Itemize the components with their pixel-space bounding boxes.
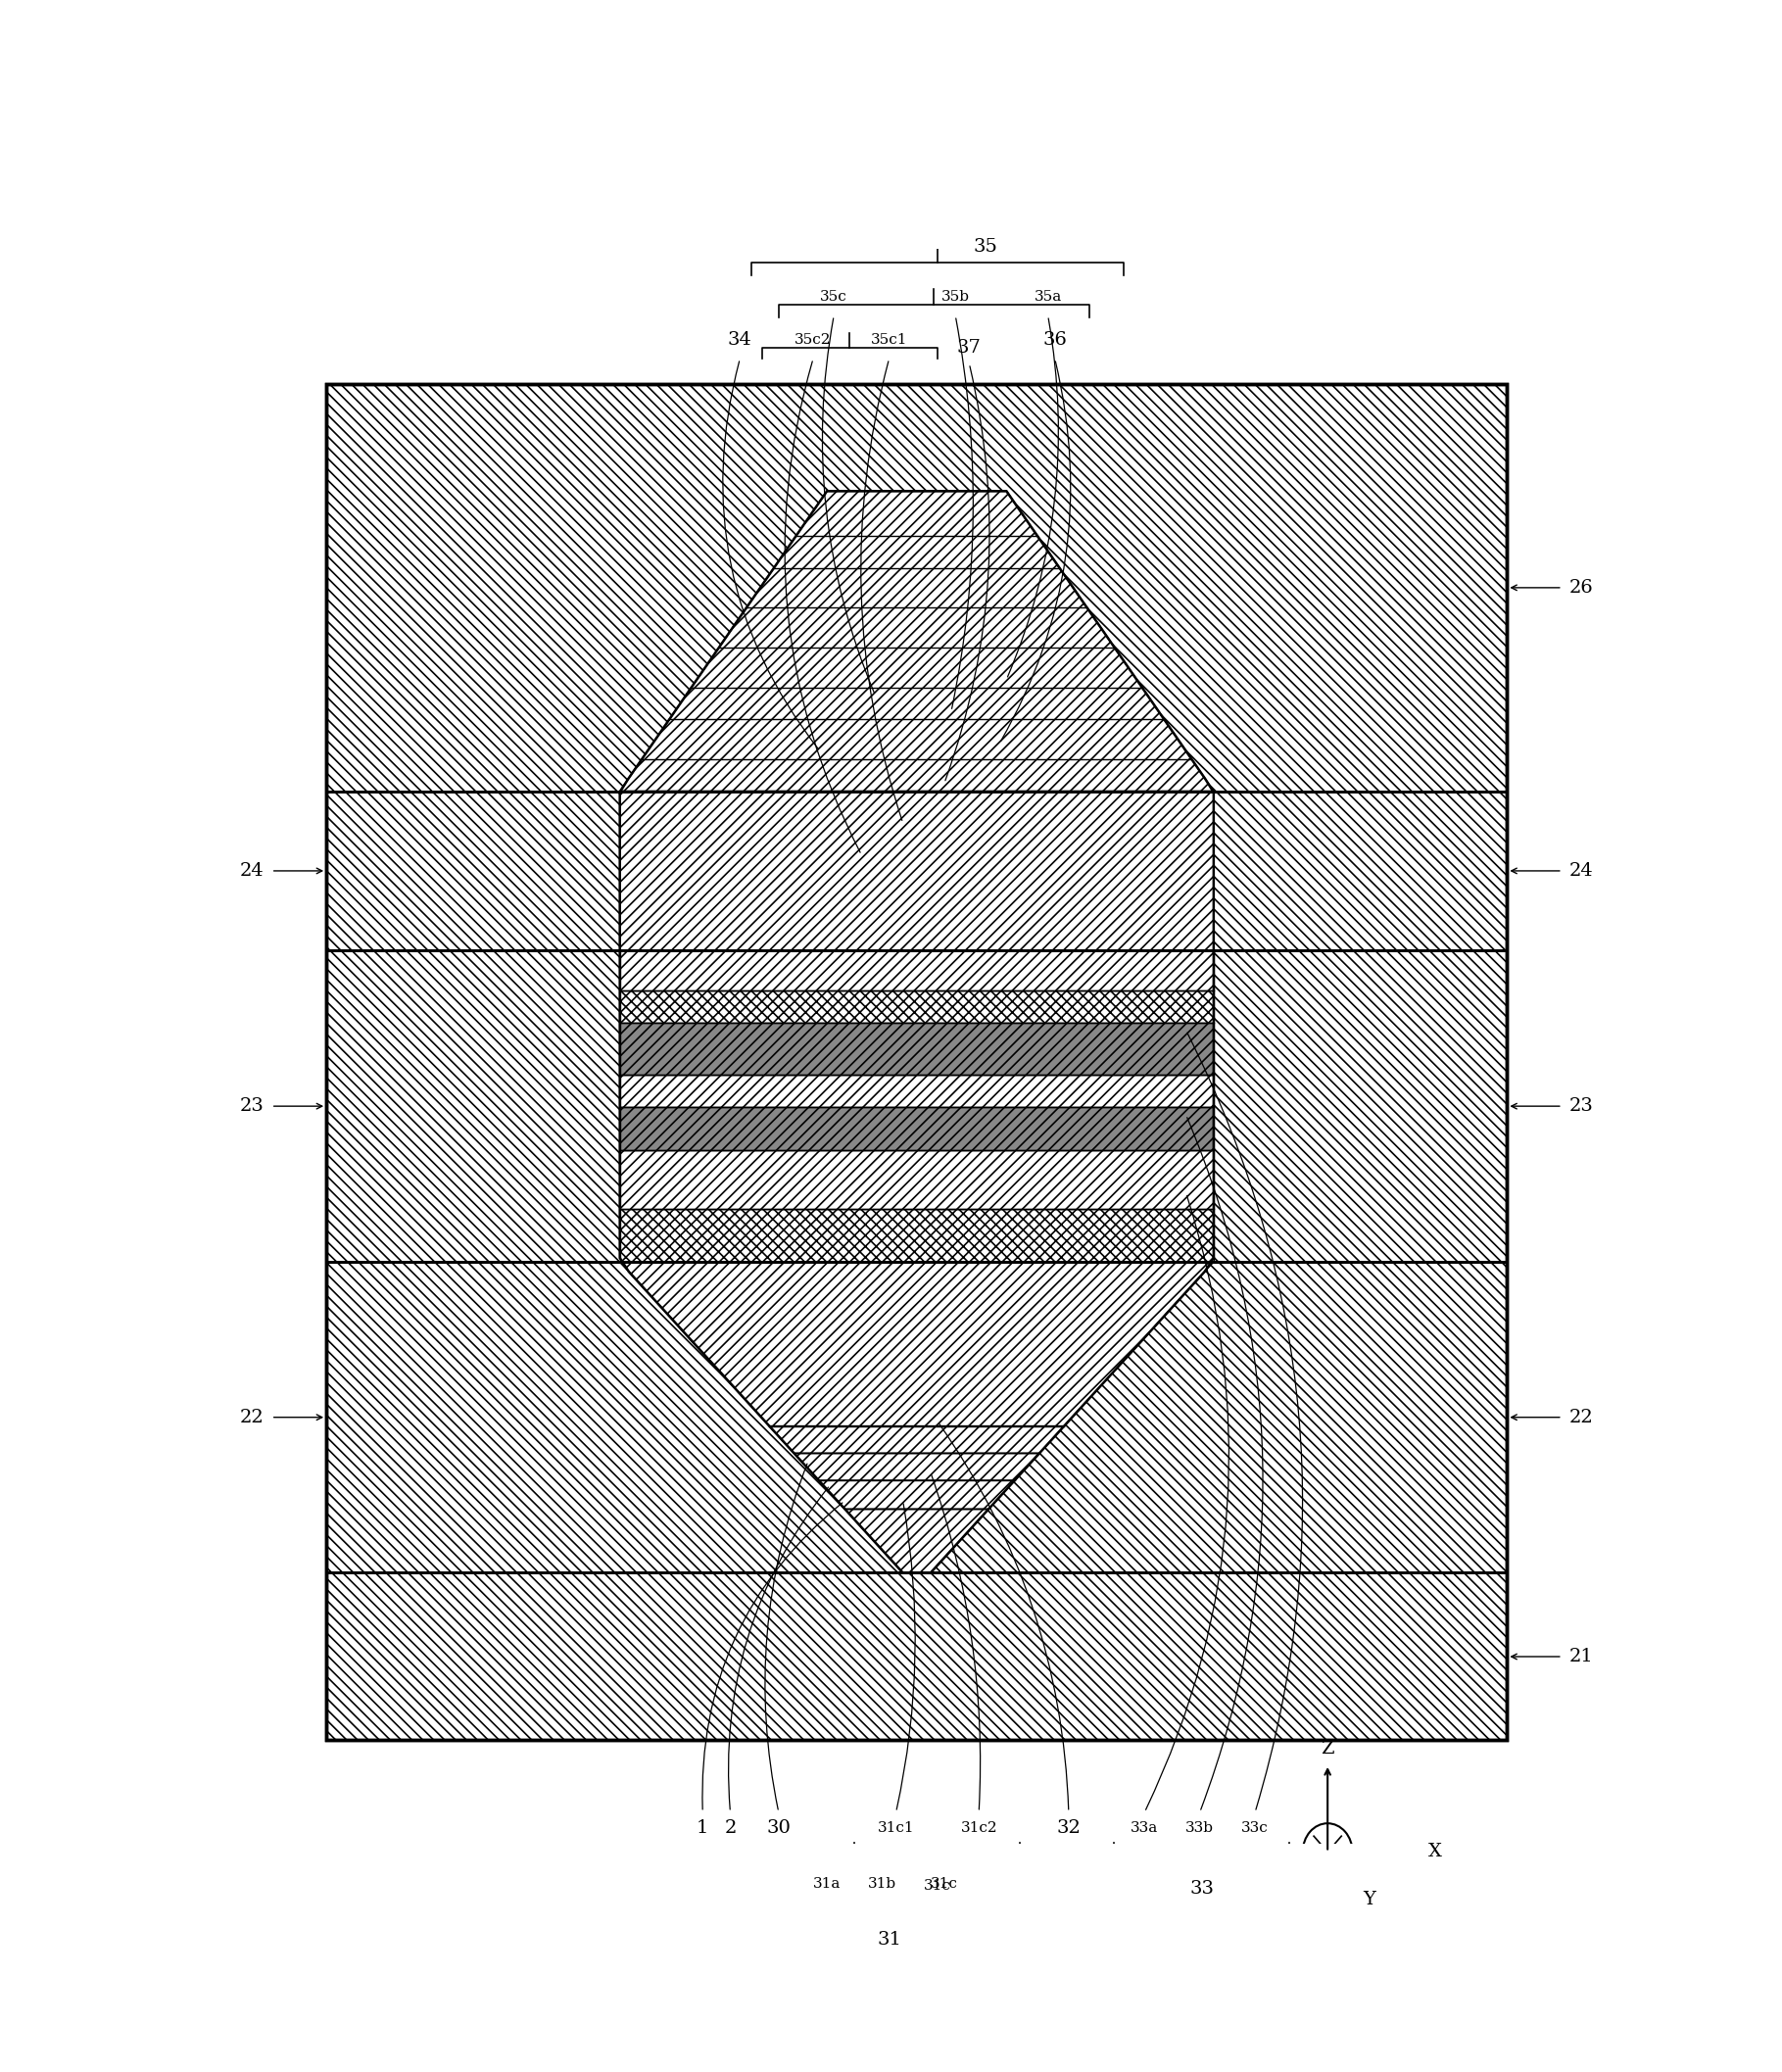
Text: 35c1: 35c1	[871, 334, 907, 346]
Polygon shape	[620, 1210, 1214, 1262]
Text: 36: 36	[1042, 332, 1067, 348]
Text: 31b: 31b	[868, 1877, 896, 1892]
Text: 21: 21	[1570, 1647, 1593, 1666]
Polygon shape	[620, 1262, 1214, 1426]
Text: 35a: 35a	[1034, 290, 1062, 303]
Text: 31c2: 31c2	[960, 1821, 998, 1836]
Text: 34: 34	[727, 332, 752, 348]
Text: 24: 24	[241, 862, 264, 881]
Text: Y: Y	[1363, 1892, 1376, 1908]
Text: 32: 32	[1057, 1819, 1082, 1838]
Polygon shape	[795, 1452, 1039, 1479]
Text: 22: 22	[241, 1409, 264, 1426]
Text: X: X	[1429, 1844, 1442, 1861]
Text: Z: Z	[1320, 1740, 1335, 1757]
Text: 35c2: 35c2	[795, 334, 832, 346]
Bar	[326, 951, 1508, 1262]
Text: 26: 26	[1570, 578, 1593, 597]
Polygon shape	[845, 1508, 989, 1573]
Polygon shape	[620, 1106, 1214, 1150]
Text: 33b: 33b	[1185, 1821, 1214, 1836]
Text: 24: 24	[1570, 862, 1593, 881]
Text: 31c1: 31c1	[877, 1821, 914, 1836]
Polygon shape	[620, 951, 1214, 990]
Text: 31c: 31c	[930, 1877, 959, 1892]
Polygon shape	[770, 1426, 1064, 1452]
Bar	[326, 1573, 1508, 1740]
Polygon shape	[620, 1021, 1214, 1075]
Bar	[326, 383, 1508, 1740]
Bar	[326, 383, 1508, 792]
Text: 31c: 31c	[923, 1879, 952, 1892]
Text: 35b: 35b	[941, 290, 969, 303]
Text: 23: 23	[1570, 1098, 1593, 1115]
Bar	[326, 383, 1508, 1740]
Text: 37: 37	[957, 338, 982, 356]
Bar	[326, 792, 1508, 951]
Text: 33c: 33c	[1242, 1821, 1269, 1836]
Text: 23: 23	[241, 1098, 264, 1115]
Text: 31a: 31a	[813, 1877, 841, 1892]
Polygon shape	[620, 1150, 1214, 1210]
Polygon shape	[818, 1479, 1014, 1508]
Bar	[326, 1262, 1508, 1573]
Text: 22: 22	[1570, 1409, 1593, 1426]
Polygon shape	[620, 491, 1214, 792]
Text: 2: 2	[723, 1819, 736, 1838]
Text: 33: 33	[1190, 1879, 1214, 1898]
Text: 35c: 35c	[820, 290, 848, 303]
Polygon shape	[620, 1075, 1214, 1106]
Polygon shape	[620, 792, 1214, 951]
Text: 30: 30	[766, 1819, 791, 1838]
Text: 35: 35	[973, 238, 998, 255]
Polygon shape	[620, 990, 1214, 1021]
Text: 33a: 33a	[1132, 1821, 1158, 1836]
Text: 1: 1	[697, 1819, 709, 1838]
Text: 31: 31	[877, 1931, 902, 1948]
